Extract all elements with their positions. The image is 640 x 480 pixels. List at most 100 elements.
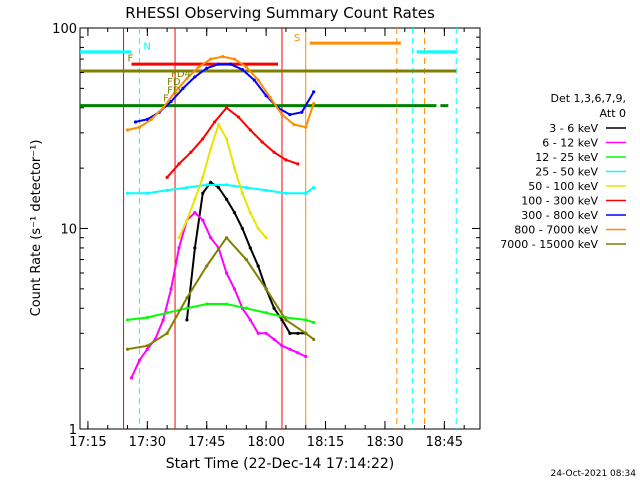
data-point bbox=[296, 331, 300, 335]
series-line bbox=[166, 106, 299, 178]
data-point bbox=[224, 106, 229, 110]
annotation-label: N bbox=[143, 42, 150, 53]
data-point bbox=[232, 287, 237, 291]
legend-title: Att 0 bbox=[600, 107, 626, 120]
data-point bbox=[217, 122, 221, 127]
data-point bbox=[165, 175, 169, 179]
data-point bbox=[304, 125, 308, 129]
series-line bbox=[185, 181, 306, 335]
data-point bbox=[224, 271, 229, 275]
x-tick-label: 18:00 bbox=[247, 435, 284, 450]
data-point bbox=[312, 90, 316, 94]
series-line bbox=[178, 123, 267, 239]
annotation-label: S bbox=[294, 33, 300, 44]
data-point bbox=[312, 185, 316, 190]
data-point bbox=[193, 246, 197, 250]
data-point bbox=[189, 150, 193, 154]
x-tick-label: 17:15 bbox=[69, 435, 106, 450]
data-point bbox=[185, 218, 189, 222]
plot-area-frame bbox=[79, 27, 481, 430]
data-point bbox=[228, 62, 233, 66]
series-group bbox=[125, 55, 316, 380]
x-tick-label: 17:30 bbox=[129, 435, 166, 450]
data-point bbox=[240, 226, 244, 231]
x-tick-label: 18:30 bbox=[366, 435, 403, 450]
data-point bbox=[248, 318, 252, 322]
data-point bbox=[213, 120, 217, 124]
data-point bbox=[185, 306, 189, 310]
data-point bbox=[201, 137, 205, 141]
legend-entry-label: 3 - 6 keV bbox=[549, 122, 598, 135]
data-point bbox=[284, 191, 288, 195]
data-point bbox=[201, 191, 205, 195]
data-point bbox=[145, 347, 149, 351]
data-point bbox=[161, 318, 165, 322]
data-point bbox=[125, 191, 130, 195]
data-point bbox=[137, 125, 142, 129]
data-point bbox=[236, 115, 241, 119]
data-point bbox=[209, 180, 213, 184]
y-axis-ticks: 1 10 100 bbox=[52, 22, 480, 438]
annotation-label: FD bbox=[167, 77, 181, 88]
data-point bbox=[264, 311, 268, 315]
data-point bbox=[292, 122, 296, 127]
data-point bbox=[264, 94, 268, 98]
data-point bbox=[240, 191, 244, 195]
data-point bbox=[256, 331, 260, 335]
data-point bbox=[288, 331, 292, 335]
data-point bbox=[165, 331, 169, 335]
data-point bbox=[264, 331, 268, 335]
data-point bbox=[224, 183, 229, 187]
data-point bbox=[177, 162, 181, 166]
y-tick-label: 1 bbox=[69, 423, 77, 438]
vertical-marker-lines bbox=[123, 28, 457, 429]
data-point bbox=[244, 185, 248, 190]
data-point bbox=[185, 185, 189, 190]
data-point bbox=[300, 110, 304, 114]
data-point bbox=[197, 65, 201, 69]
data-point bbox=[248, 128, 252, 132]
data-point bbox=[185, 296, 189, 300]
data-point bbox=[244, 65, 248, 69]
data-point bbox=[284, 158, 288, 162]
y-tick-label: 100 bbox=[52, 22, 77, 37]
annotation-label: FD4 bbox=[171, 69, 191, 80]
data-point bbox=[145, 344, 149, 348]
legend-entry-label: 6 - 12 keV bbox=[542, 137, 598, 150]
data-point bbox=[205, 264, 209, 268]
data-point bbox=[161, 106, 165, 110]
data-point bbox=[181, 86, 185, 90]
legend-entry-label: 100 - 300 keV bbox=[521, 195, 598, 208]
data-point bbox=[252, 78, 256, 82]
data-point bbox=[125, 318, 130, 322]
data-point bbox=[205, 66, 209, 70]
data-point bbox=[232, 57, 237, 61]
legend-entry-label: 300 - 800 keV bbox=[521, 209, 598, 222]
y-axis-label: Count Rate (s⁻¹ detector⁻¹) bbox=[29, 140, 44, 317]
data-point bbox=[272, 337, 276, 341]
data-point bbox=[177, 236, 181, 240]
data-point bbox=[312, 337, 316, 341]
data-point bbox=[149, 117, 153, 122]
data-point bbox=[185, 318, 189, 322]
data-point bbox=[256, 226, 260, 231]
data-point bbox=[169, 99, 173, 104]
data-point bbox=[205, 302, 209, 306]
data-point bbox=[209, 236, 213, 240]
data-point bbox=[284, 318, 288, 322]
data-point bbox=[185, 76, 189, 81]
data-point bbox=[209, 57, 213, 61]
data-point bbox=[177, 246, 181, 250]
data-point bbox=[312, 320, 316, 325]
data-point bbox=[129, 376, 134, 380]
series-line bbox=[130, 211, 307, 379]
data-point bbox=[232, 166, 237, 170]
series-line bbox=[135, 63, 315, 123]
data-point bbox=[224, 236, 229, 240]
data-point bbox=[248, 211, 252, 215]
data-point bbox=[280, 112, 284, 117]
data-point bbox=[304, 191, 308, 195]
data-point bbox=[240, 68, 244, 72]
